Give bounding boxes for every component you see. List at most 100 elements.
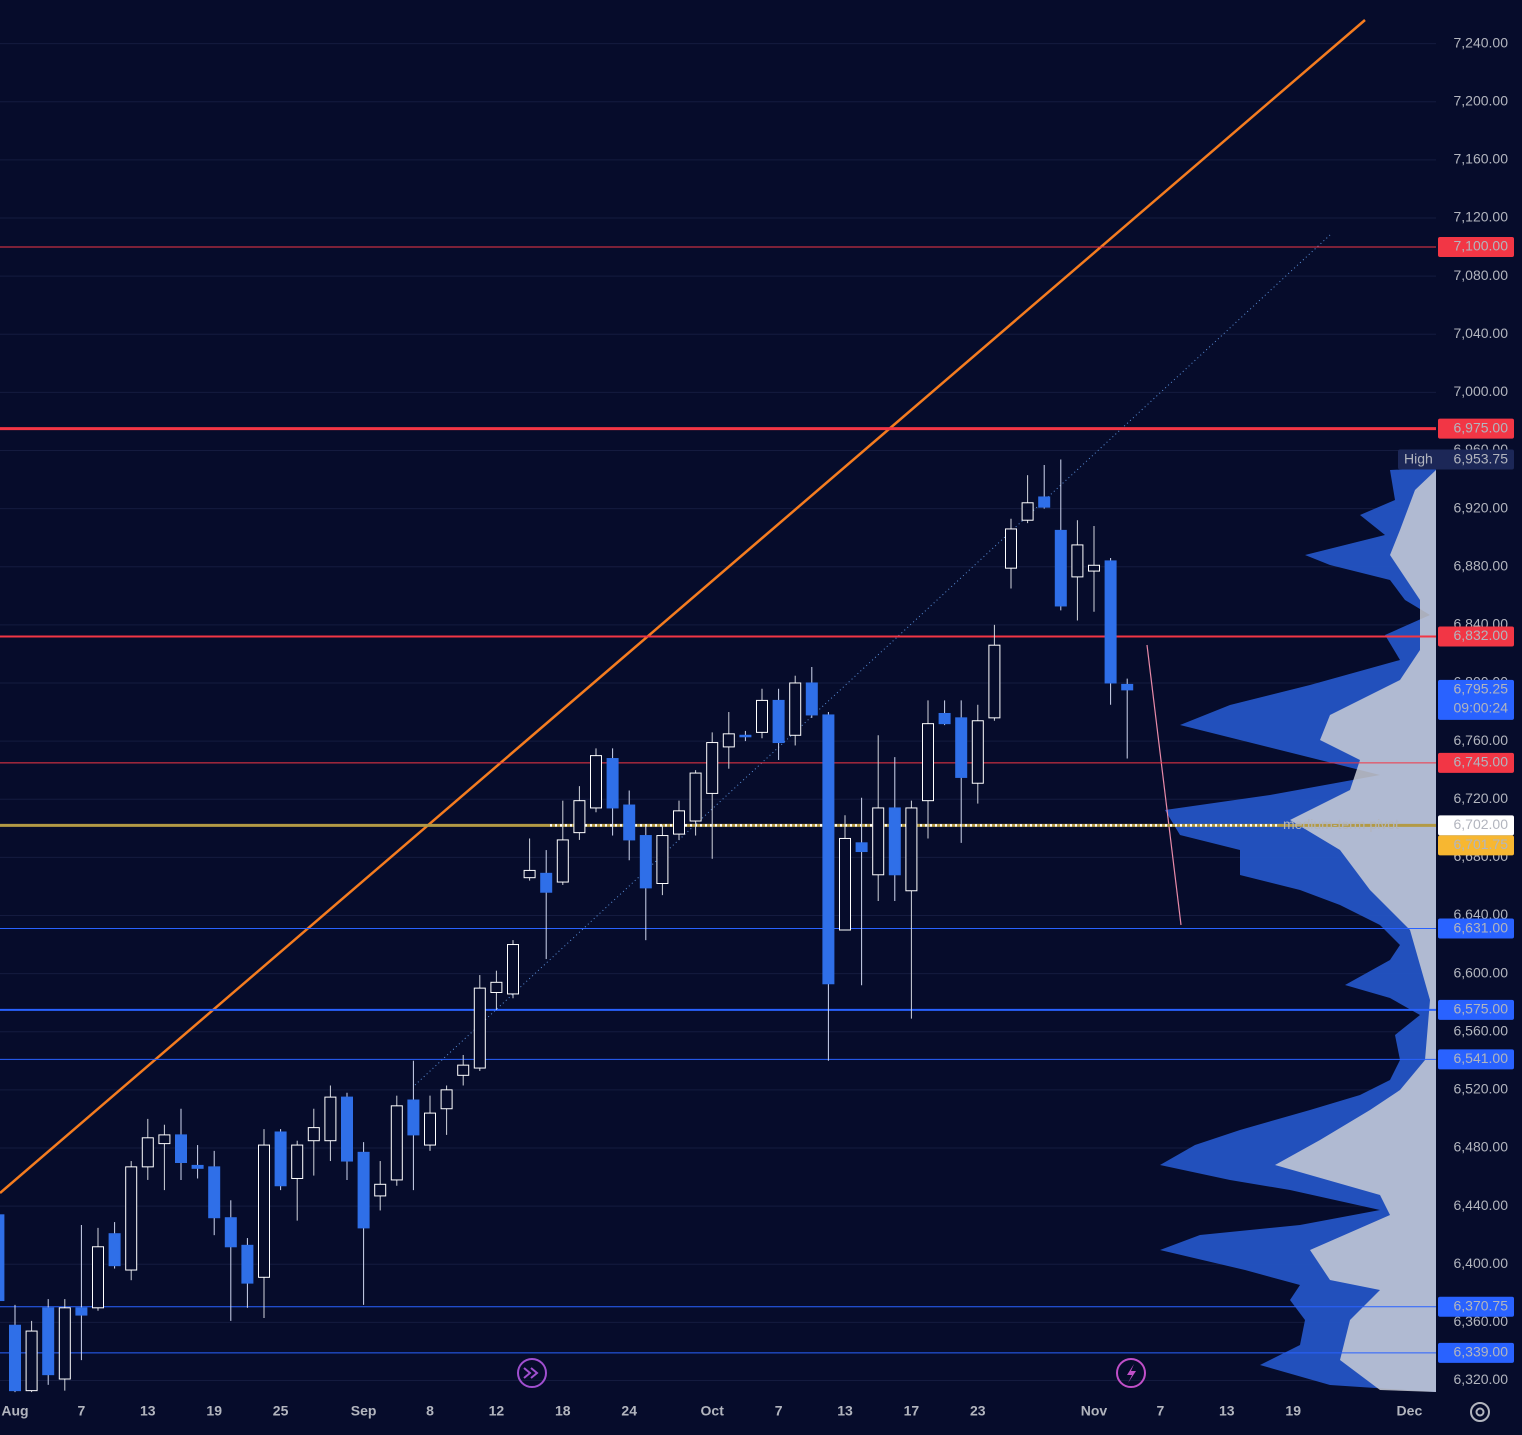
price-label-text: 6,701.75 (1454, 836, 1509, 852)
icon-ring (1470, 1402, 1490, 1422)
y-tick-label: 6,440.00 (1454, 1197, 1509, 1213)
candle-body (938, 712, 951, 725)
candle-body (58, 1307, 71, 1380)
candle-body (623, 804, 636, 841)
candle-body (1054, 529, 1067, 607)
candle-body (855, 842, 868, 853)
candle-body (424, 1112, 436, 1146)
settings-icon[interactable] (1470, 1402, 1490, 1422)
y-tick-label: 6,720.00 (1454, 790, 1509, 806)
price-label-text: 6,370.75 (1454, 1297, 1509, 1313)
icon-glyph (1475, 1407, 1485, 1417)
x-tick-label: 7 (775, 1403, 783, 1419)
price-label-text: 6,541.00 (1454, 1050, 1509, 1066)
candle-body (1088, 564, 1100, 572)
y-tick-label: 7,080.00 (1454, 267, 1509, 283)
candle-body (191, 1164, 204, 1169)
x-tick-label: 19 (1285, 1403, 1301, 1419)
x-tick-label: 8 (426, 1403, 434, 1419)
price-label-box (1438, 1049, 1514, 1070)
x-tick-label: 18 (555, 1403, 571, 1419)
high-label: High (1404, 450, 1433, 466)
candle-body (490, 981, 503, 993)
x-tick-label: 13 (140, 1403, 156, 1419)
icon-glyph (523, 1367, 539, 1379)
candle-body (988, 644, 1001, 719)
candle-body (822, 714, 835, 985)
candle-body (341, 1096, 353, 1162)
y-tick-label: 7,240.00 (1454, 34, 1509, 50)
price-label-text: 6,832.00 (1454, 627, 1509, 643)
candle-body (175, 1134, 187, 1163)
level-layer: medium-term pivot (0, 246, 1436, 1354)
candle-body (0, 1214, 5, 1302)
price-label-text: 6,795.25 (1454, 681, 1509, 697)
price-label-box (1438, 999, 1514, 1020)
candle-body (374, 1183, 387, 1197)
candle-body (922, 723, 934, 802)
candle-body (42, 1307, 55, 1376)
y-tick-label: 6,320.00 (1454, 1371, 1509, 1387)
price-label-text: 09:00:24 (1454, 700, 1509, 716)
candle-body (955, 717, 968, 778)
candle-body (872, 807, 885, 876)
candle-body (689, 772, 702, 822)
price-label-box (1438, 918, 1514, 939)
price-label-box (1438, 626, 1514, 647)
x-tick-label: 19 (206, 1403, 222, 1419)
alert-icon[interactable] (1116, 1358, 1146, 1388)
axis-layer: 7,240.00 7,200.00 7,160.00 7,120.00 7,080.00… (1, 34, 1514, 1419)
icon-ring (1116, 1358, 1146, 1388)
pink-line (1146, 644, 1182, 926)
replay-icon[interactable] (517, 1358, 547, 1388)
candle-body (772, 699, 785, 744)
y-tick-label: 7,000.00 (1454, 383, 1509, 399)
candle-body (523, 869, 536, 879)
y-tick-label: 6,640.00 (1454, 906, 1509, 922)
candle-body (390, 1105, 403, 1181)
price-label-box (1438, 1342, 1514, 1363)
price-label-text: 6,575.00 (1454, 1001, 1509, 1017)
candle-body (75, 1307, 88, 1316)
x-tick-label: Oct (701, 1403, 725, 1419)
candle-body (9, 1324, 21, 1392)
price-label-box (1438, 679, 1514, 720)
x-tick-label: 12 (489, 1403, 505, 1419)
candle-body (291, 1144, 304, 1179)
price-label-text: 6,339.00 (1454, 1344, 1509, 1360)
candle-body (457, 1064, 470, 1076)
price-label-text: 6,953.75 (1454, 450, 1509, 466)
price-label-text: 7,100.00 (1454, 238, 1509, 254)
candle-body (125, 1166, 138, 1271)
x-tick-label: Aug (1, 1403, 28, 1419)
trend-line (0, 19, 1366, 1194)
y-tick-label: 6,360.00 (1454, 1313, 1509, 1329)
candle-body (639, 835, 652, 889)
y-tick-label: 7,160.00 (1454, 151, 1509, 167)
x-tick-label: Dec (1397, 1403, 1423, 1419)
y-tick-label: 7,040.00 (1454, 325, 1509, 341)
candle-body (888, 807, 901, 876)
price-label-box (1438, 237, 1514, 258)
candle-body (756, 699, 768, 733)
price-label-text: 6,631.00 (1454, 919, 1509, 935)
candle-body (573, 800, 586, 834)
candle-body (208, 1166, 221, 1219)
candle-body (656, 835, 669, 884)
candle-body (1071, 544, 1084, 578)
candle-body (706, 742, 719, 794)
candle-body (1005, 528, 1017, 569)
price-label-box (1438, 1296, 1514, 1317)
price-label-box (1398, 449, 1514, 470)
x-tick-label: 7 (1157, 1403, 1165, 1419)
candle-layer (0, 459, 1134, 1393)
candle-body (556, 839, 569, 883)
candle-body (258, 1144, 270, 1278)
candle-body (839, 837, 851, 931)
y-tick-label: 6,560.00 (1454, 1022, 1509, 1038)
candle-body (158, 1134, 171, 1145)
y-tick-label: 6,600.00 (1454, 964, 1509, 980)
candle-body (25, 1330, 38, 1392)
